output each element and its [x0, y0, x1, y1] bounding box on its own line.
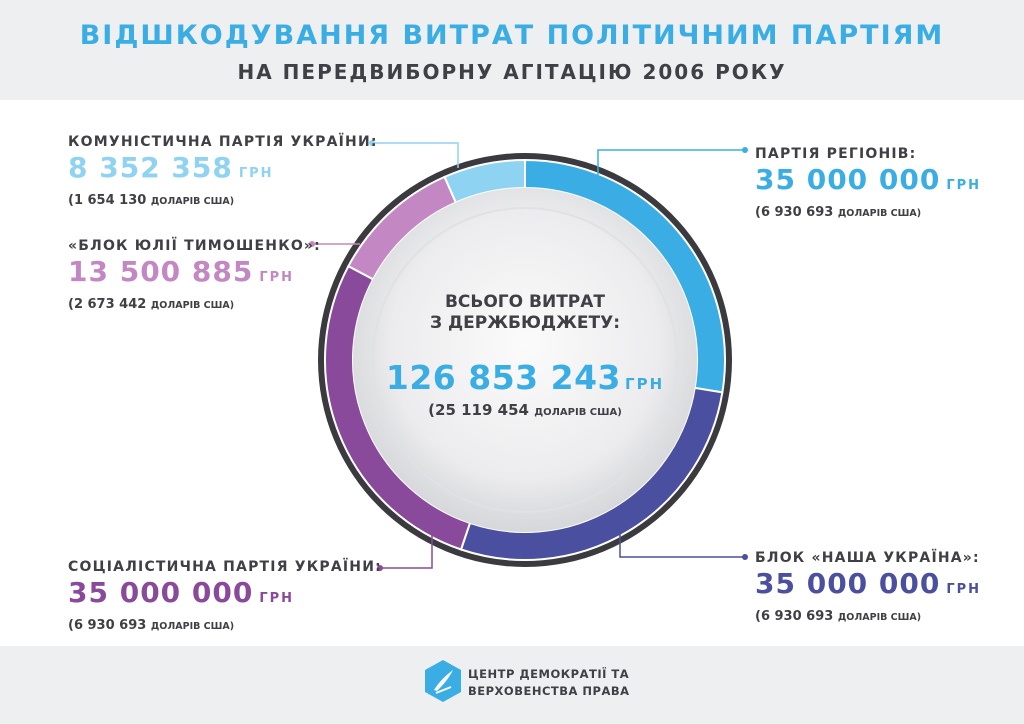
header-band: ВІДШКОДУВАННЯ ВИТРАТ ПОЛІТИЧНИМ ПАРТІЯМ …: [0, 0, 1024, 100]
amount-value: 35 000 000: [68, 576, 254, 609]
party-name: СОЦІАЛІСТИЧНА ПАРТІЯ УКРАЇНИ:: [68, 559, 382, 575]
label-tymoshenko-bloc: «БЛОК ЮЛІЇ ТИМОШЕНКО»: 13 500 885 ГРН (2 …: [68, 238, 321, 312]
total-label-line2: З ДЕРЖБЮДЖЕТУ:: [430, 313, 620, 333]
footer-band: [0, 646, 1024, 724]
party-usd: (6 930 693 ДОЛАРІВ США): [68, 618, 382, 633]
party-amount: 35 000 000 ГРН: [755, 569, 981, 605]
organization-name-line2: ВЕРХОВЕНСТВА ПРАВА: [468, 684, 630, 698]
label-our-ukraine: БЛОК «НАША УКРАЇНА»: 35 000 000 ГРН (6 93…: [755, 550, 981, 624]
label-communist-party: КОМУНІСТИЧНА ПАРТІЯ УКРАЇНИ: 8 352 358 ГР…: [68, 134, 378, 208]
party-amount: 13 500 885 ГРН: [68, 257, 321, 293]
amount-unit: ГРН: [946, 178, 982, 193]
leader-line-our-ukraine: [619, 525, 745, 558]
usd-unit: ДОЛАРІВ США): [150, 196, 235, 207]
organization-name-line1: ЦЕНТР ДЕМОКРАТІЇ ТА: [468, 667, 630, 681]
party-name: ПАРТІЯ РЕГІОНІВ:: [755, 146, 917, 162]
amount-unit: ГРН: [946, 582, 982, 597]
total-label-line1: ВСЬОГО ВИТРАТ: [444, 292, 606, 312]
party-usd: (1 654 130 ДОЛАРІВ США): [68, 193, 378, 208]
total-amount-unit: ГРН: [625, 375, 665, 393]
amount-value: 8 352 358: [68, 151, 233, 184]
party-name: КОМУНІСТИЧНА ПАРТІЯ УКРАЇНИ:: [68, 134, 378, 150]
amount-unit: ГРН: [238, 166, 274, 181]
chart-title: ВІДШКОДУВАННЯ ВИТРАТ ПОЛІТИЧНИМ ПАРТІЯМ: [79, 20, 945, 51]
organization-logo-icon: [425, 660, 461, 702]
total-summary: ВСЬОГО ВИТРАТ З ДЕРЖБЮДЖЕТУ: 126 853 243…: [380, 292, 670, 419]
party-usd: (2 673 442 ДОЛАРІВ США): [68, 297, 321, 312]
usd-value: (1 654 130: [68, 193, 147, 208]
total-amount: 126 853 243 ГРН: [380, 358, 670, 397]
leader-dot-communist-party: [369, 140, 375, 146]
usd-unit: ДОЛАРІВ США): [150, 300, 235, 311]
amount-unit: ГРН: [259, 270, 295, 285]
usd-unit: ДОЛАРІВ США): [150, 621, 235, 632]
party-name: «БЛОК ЮЛІЇ ТИМОШЕНКО»:: [68, 238, 321, 254]
leader-line-party-of-regions: [597, 149, 745, 175]
total-usd-value: (25 119 454: [428, 401, 529, 419]
usd-value: (2 673 442: [68, 297, 147, 312]
leader-dot-party-of-regions: [742, 147, 748, 153]
inner-plate-center: [372, 207, 678, 513]
party-usd: (6 930 693 ДОЛАРІВ США): [755, 609, 981, 624]
total-usd-unit: ДОЛАРІВ США): [534, 407, 622, 418]
total-label: ВСЬОГО ВИТРАТ З ДЕРЖБЮДЖЕТУ:: [380, 292, 670, 334]
chart-subtitle: НА ПЕРЕДВИБОРНУ АГІТАЦІЮ 2006 РОКУ: [237, 60, 787, 84]
total-amount-value: 126 853 243: [385, 358, 622, 397]
leader-line-communist-party: [372, 142, 459, 168]
amount-value: 35 000 000: [755, 567, 941, 600]
organization-name: ЦЕНТР ДЕМОКРАТІЇ ТА ВЕРХОВЕНСТВА ПРАВА: [468, 666, 630, 700]
party-usd: (6 930 693 ДОЛАРІВ США): [755, 205, 981, 220]
party-amount: 8 352 358 ГРН: [68, 153, 378, 189]
amount-unit: ГРН: [259, 591, 295, 606]
label-socialist-party: СОЦІАЛІСТИЧНА ПАРТІЯ УКРАЇНИ: 35 000 000…: [68, 559, 382, 633]
leader-line-socialist-party: [380, 535, 433, 569]
total-usd: (25 119 454 ДОЛАРІВ США): [380, 401, 670, 419]
usd-value: (6 930 693: [755, 609, 834, 624]
party-amount: 35 000 000 ГРН: [68, 578, 382, 614]
leader-dot-our-ukraine: [742, 554, 748, 560]
usd-value: (6 930 693: [755, 205, 834, 220]
leader-dot-socialist-party: [377, 565, 383, 571]
party-name: БЛОК «НАША УКРАЇНА»:: [755, 550, 980, 566]
usd-value: (6 930 693: [68, 618, 147, 633]
amount-value: 13 500 885: [68, 255, 254, 288]
amount-value: 35 000 000: [755, 163, 941, 196]
leader-dot-tymoshenko-bloc: [309, 241, 315, 247]
usd-unit: ДОЛАРІВ США): [837, 612, 922, 623]
donut-chart: [309, 140, 748, 571]
usd-unit: ДОЛАРІВ США): [837, 208, 922, 219]
label-party-of-regions: ПАРТІЯ РЕГІОНІВ: 35 000 000 ГРН (6 930 69…: [755, 146, 981, 220]
party-amount: 35 000 000 ГРН: [755, 165, 981, 201]
